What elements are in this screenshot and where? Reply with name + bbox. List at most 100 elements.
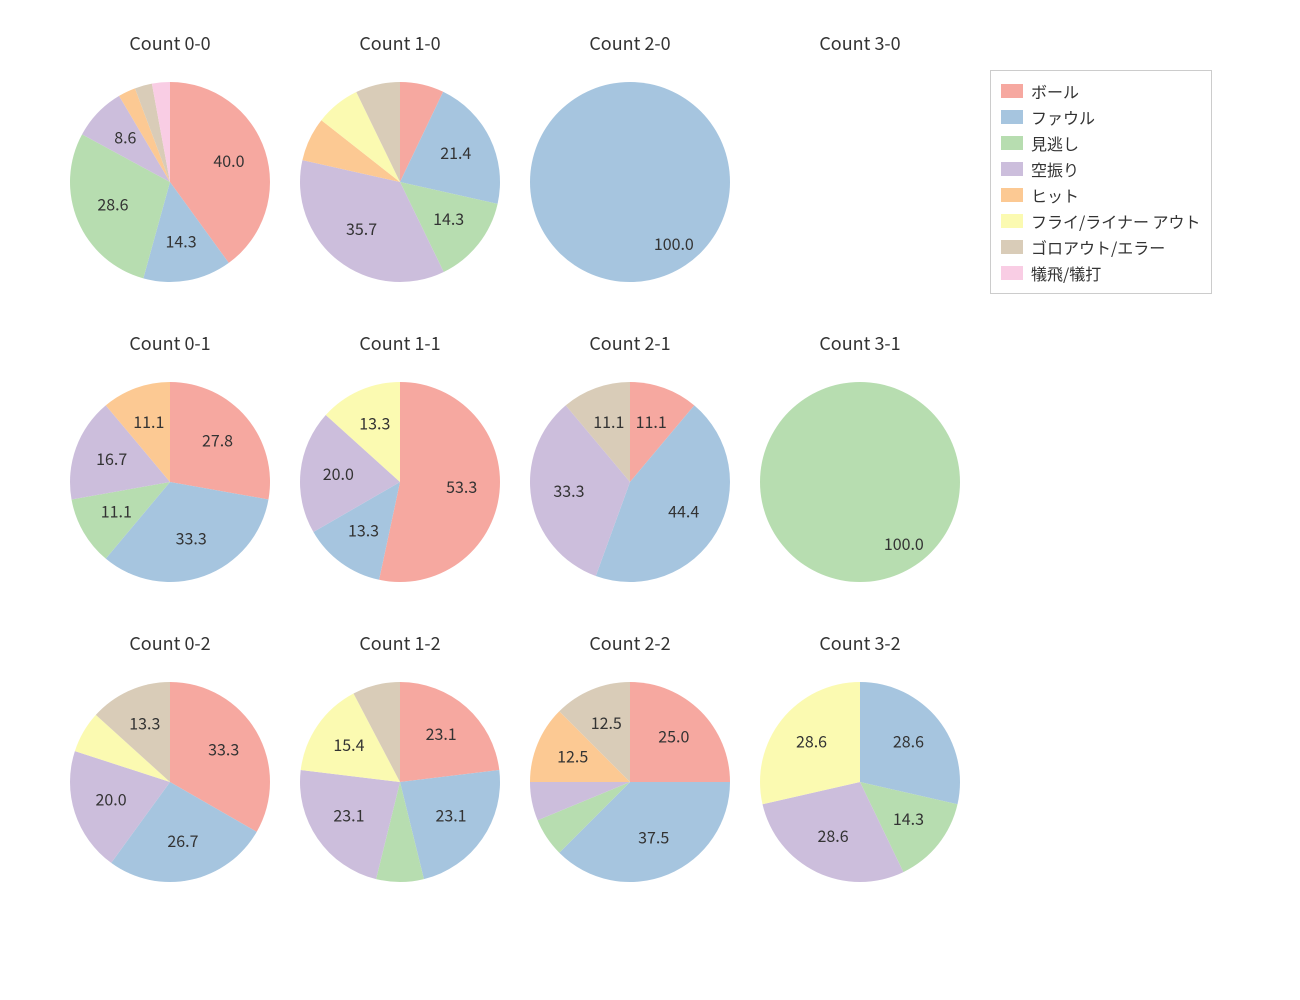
legend-label: ファウル (1031, 105, 1095, 129)
panel-c00: Count 0-040.014.328.68.6 (60, 20, 280, 300)
legend-label: 見逃し (1031, 131, 1079, 155)
slice-label-look: 14.3 (893, 806, 924, 830)
slice-label-foul: 100.0 (654, 231, 694, 255)
pie-c21: 11.1 44.4 33.3 11.1 (528, 380, 732, 584)
legend-item-sac: 犠飛/犠打 (1001, 261, 1201, 285)
slice-label-swing: 35.7 (346, 216, 377, 240)
slice-label-ground: 13.3 (129, 711, 160, 735)
legend-swatch (1001, 84, 1023, 98)
slice-label-foul: 44.4 (668, 498, 699, 522)
slice-label-ground: 11.1 (593, 409, 624, 433)
legend-swatch (1001, 266, 1023, 280)
legend-item-hit: ヒット (1001, 183, 1201, 207)
legend-item-fly: フライ/ライナー アウト (1001, 209, 1201, 233)
panel-title: Count 0-0 (60, 30, 280, 56)
legend-label: ボール (1031, 79, 1079, 103)
pie-holder: 40.014.328.68.6 (68, 80, 272, 289)
pie-c20: 100.0 (528, 80, 732, 284)
slice-label-fly: 28.6 (796, 729, 827, 753)
panel-title: Count 3-0 (750, 30, 970, 56)
slice-label-swing: 28.6 (818, 823, 849, 847)
legend-item-look: 見逃し (1001, 131, 1201, 155)
pie-c31: 100.0 (758, 380, 962, 584)
slice-label-foul: 26.7 (167, 828, 198, 852)
legend-label: 犠飛/犠打 (1031, 261, 1101, 285)
slice-label-swing: 20.0 (95, 787, 126, 811)
slice-label-ball: 23.1 (426, 721, 457, 745)
slice-label-foul: 28.6 (893, 729, 924, 753)
panel-title: Count 2-1 (520, 330, 740, 356)
legend-item-foul: ファウル (1001, 105, 1201, 129)
legend-swatch (1001, 110, 1023, 124)
panel-c30: Count 3-0 (750, 20, 970, 300)
pie-holder: 25.0 37.5 12.512.5 (528, 680, 732, 889)
pie-c22: 25.0 37.5 12.512.5 (528, 680, 732, 884)
slice-foul (530, 82, 730, 282)
slice-label-look: 28.6 (97, 192, 128, 216)
slice-label-swing: 33.3 (553, 478, 584, 502)
panel-c20: Count 2-0 100.0 (520, 20, 740, 300)
panel-title: Count 1-1 (290, 330, 510, 356)
slice-look (760, 382, 960, 582)
panel-title: Count 3-2 (750, 630, 970, 656)
slice-label-ground: 12.5 (591, 710, 622, 734)
slice-label-swing: 16.7 (96, 446, 127, 470)
pie-holder: 33.326.720.013.3 (68, 680, 272, 889)
slice-label-ball: 53.3 (446, 474, 477, 498)
slice-label-ball: 25.0 (658, 724, 689, 748)
pie-c00: 40.014.328.68.6 (68, 80, 272, 284)
pie-holder: 23.123.123.115.4 (298, 680, 502, 889)
panel-title: Count 2-2 (520, 630, 740, 656)
pie-c01: 27.833.311.116.711.1 (68, 380, 272, 584)
slice-label-foul: 13.3 (348, 517, 379, 541)
legend-item-ball: ボール (1001, 79, 1201, 103)
legend-item-ground: ゴロアウト/エラー (1001, 235, 1201, 259)
slice-label-look: 14.3 (433, 206, 464, 230)
legend-label: 空振り (1031, 157, 1079, 181)
legend: ボールファウル見逃し空振りヒットフライ/ライナー アウトゴロアウト/エラー犠飛/… (990, 70, 1212, 294)
slice-label-foul: 23.1 (435, 803, 466, 827)
slice-label-swing: 23.1 (333, 803, 364, 827)
panel-c02: Count 0-233.326.720.013.3 (60, 620, 280, 900)
pie-c32: 28.6 14.3 28.6 28.6 (758, 680, 962, 884)
panel-title: Count 1-0 (290, 30, 510, 56)
slice-label-swing: 20.0 (323, 461, 354, 485)
panel-c11: Count 1-1 53.3 13.3 20.0 13.3 (290, 320, 510, 600)
slice-label-foul: 14.3 (165, 228, 196, 252)
legend-item-swing: 空振り (1001, 157, 1201, 181)
legend-label: ヒット (1031, 183, 1079, 207)
pie-c30 (758, 80, 962, 284)
panel-title: Count 1-2 (290, 630, 510, 656)
slice-label-fly: 13.3 (359, 411, 390, 435)
slice-label-foul: 37.5 (638, 825, 669, 849)
pie-holder: 100.0 (528, 80, 732, 289)
slice-label-swing: 8.6 (114, 124, 136, 148)
slice-label-hit: 11.1 (133, 409, 164, 433)
chart-grid: Count 0-040.014.328.68.6Count 1-021.414.… (0, 0, 1300, 1000)
panel-c31: Count 3-1 100.0 (750, 320, 970, 600)
panel-c32: Count 3-2 28.6 14.3 28.6 28.6 (750, 620, 970, 900)
pie-holder: 53.3 13.3 20.0 13.3 (298, 380, 502, 589)
panel-c10: Count 1-021.414.335.7 (290, 20, 510, 300)
slice-label-ball: 27.8 (202, 428, 233, 452)
pie-c12: 23.123.123.115.4 (298, 680, 502, 884)
panel-c21: Count 2-1 11.1 44.4 33.3 11.1 (520, 320, 740, 600)
pie-c10: 21.414.335.7 (298, 80, 502, 284)
panel-c12: Count 1-223.123.123.115.4 (290, 620, 510, 900)
panel-title: Count 2-0 (520, 30, 740, 56)
legend-swatch (1001, 240, 1023, 254)
legend-label: ゴロアウト/エラー (1031, 235, 1165, 259)
slice-label-hit: 12.5 (557, 744, 588, 768)
pie-holder: 21.414.335.7 (298, 80, 502, 289)
slice-label-ball: 11.1 (636, 409, 667, 433)
panel-c22: Count 2-2 25.0 37.5 12.512.5 (520, 620, 740, 900)
legend-label: フライ/ライナー アウト (1031, 209, 1201, 233)
legend-swatch (1001, 162, 1023, 176)
slice-label-look: 11.1 (101, 498, 132, 522)
legend-swatch (1001, 136, 1023, 150)
slice-label-foul: 33.3 (176, 526, 207, 550)
legend-swatch (1001, 188, 1023, 202)
pie-holder: 11.1 44.4 33.3 11.1 (528, 380, 732, 589)
pie-holder: 28.6 14.3 28.6 28.6 (758, 680, 962, 889)
panel-title: Count 3-1 (750, 330, 970, 356)
